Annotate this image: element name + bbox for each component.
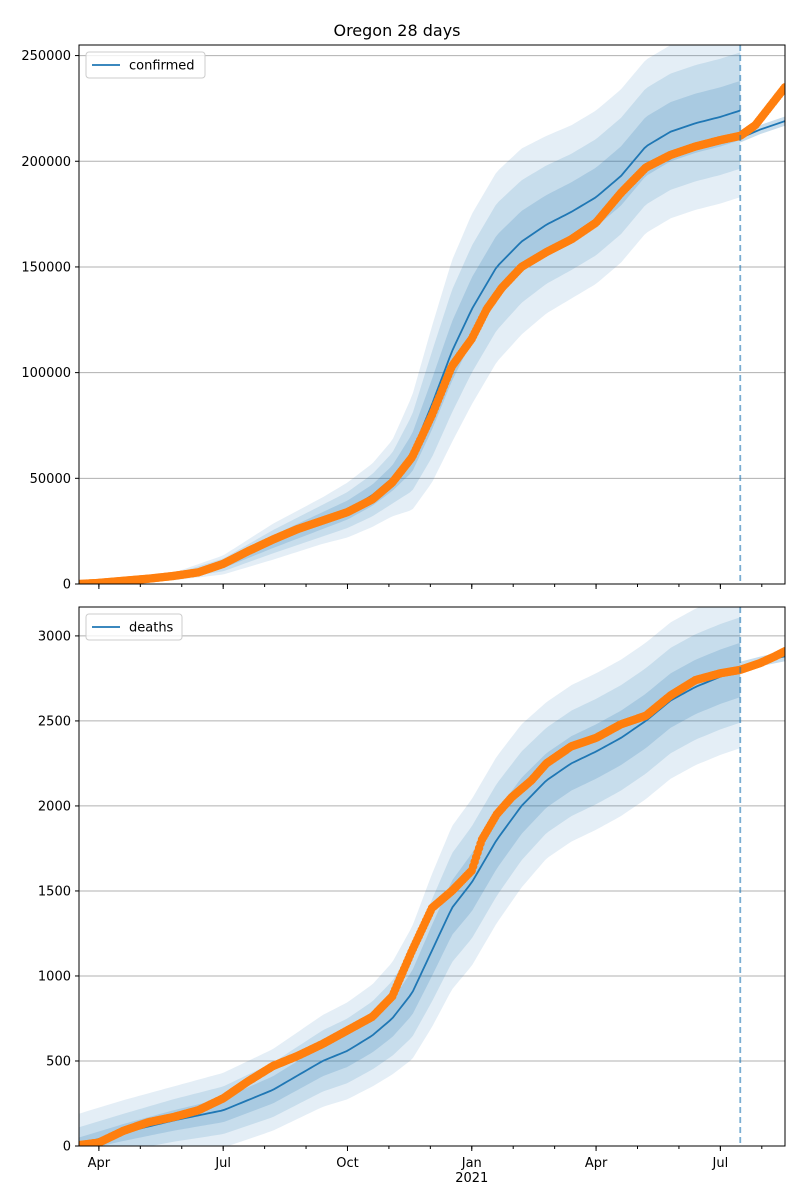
deaths-panel: 0 500 1000 1500 2000 2500 3000 Apr Jul Oct Jan Apr J… [38, 606, 786, 1186]
x-tick-label: Apr [88, 1156, 111, 1171]
confirmed-panel: 0 50000 100000 150000 200000 250000 confirmed [21, 44, 786, 593]
y-tick-label: 150000 [21, 260, 71, 275]
x-tick-year-label: 2021 [455, 1171, 488, 1186]
y-tick-label: 1000 [38, 969, 71, 984]
observed-point [780, 647, 785, 656]
confidence-band [79, 617, 741, 1146]
y-tick-label: 2500 [38, 714, 71, 729]
observed-point [780, 83, 785, 92]
confidence-band [79, 642, 741, 1146]
y-tick-label: 3000 [38, 629, 71, 644]
confidence-band [79, 52, 741, 584]
y-tick-label: 0 [63, 578, 71, 593]
x-tick-label: Jul [712, 1156, 729, 1171]
confidence-band [79, 45, 741, 584]
legend: deaths [85, 613, 183, 641]
y-tick-label: 1500 [38, 884, 71, 899]
x-tick-label: Jan [461, 1156, 482, 1171]
y-tick-label: 250000 [21, 49, 71, 64]
y-tick-label: 2000 [38, 799, 71, 814]
y-tick-label: 500 [46, 1054, 71, 1069]
y-tick-label: 0 [63, 1140, 71, 1155]
legend-box [85, 51, 206, 79]
x-tick-label: Apr [585, 1156, 608, 1171]
axes-frame [78, 606, 786, 1147]
legend-box [85, 613, 183, 641]
x-tick-label: Oct [336, 1156, 358, 1171]
legend-label: confirmed [129, 59, 195, 74]
y-tick-label: 100000 [21, 366, 71, 381]
legend: confirmed [85, 51, 206, 79]
y-tick-label: 200000 [21, 155, 71, 170]
legend-label: deaths [129, 621, 174, 636]
model-line [79, 669, 741, 1146]
chart-title: Oregon 28 days [333, 21, 460, 40]
confidence-band [79, 80, 741, 584]
y-tick-label: 50000 [30, 472, 71, 487]
x-tick-label: Jul [214, 1156, 231, 1171]
axes-frame [78, 44, 786, 585]
